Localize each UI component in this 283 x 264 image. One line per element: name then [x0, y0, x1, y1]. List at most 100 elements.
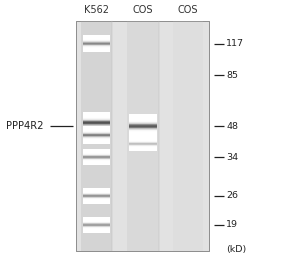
Bar: [83, 156, 110, 157]
Bar: [83, 122, 110, 123]
Bar: [83, 141, 110, 142]
Bar: [83, 201, 110, 202]
Bar: [83, 188, 110, 189]
Text: 34: 34: [226, 153, 239, 162]
Text: 48: 48: [226, 122, 238, 131]
Bar: [128, 116, 157, 117]
Bar: [76, 21, 209, 251]
Bar: [83, 131, 110, 132]
Bar: [173, 21, 203, 251]
Bar: [128, 132, 157, 133]
Bar: [83, 189, 110, 190]
Text: 85: 85: [226, 71, 238, 80]
Bar: [83, 222, 110, 223]
Bar: [81, 21, 112, 251]
Bar: [83, 44, 110, 45]
Bar: [83, 160, 110, 161]
Bar: [83, 153, 110, 154]
Bar: [83, 219, 110, 220]
Bar: [83, 47, 110, 48]
Bar: [83, 220, 110, 221]
Bar: [83, 45, 110, 46]
Bar: [83, 136, 110, 137]
Bar: [128, 124, 157, 125]
Bar: [83, 164, 110, 165]
Text: COS: COS: [133, 4, 153, 15]
Bar: [83, 228, 110, 229]
Bar: [83, 132, 110, 133]
Bar: [83, 46, 110, 47]
Bar: [128, 117, 157, 118]
Bar: [83, 132, 110, 133]
Bar: [83, 128, 110, 129]
Bar: [83, 223, 110, 224]
Bar: [83, 126, 110, 127]
Bar: [128, 118, 157, 119]
Bar: [83, 39, 110, 40]
Bar: [83, 143, 110, 144]
Bar: [128, 123, 157, 124]
Bar: [128, 129, 157, 130]
Bar: [128, 122, 157, 123]
Bar: [83, 191, 110, 192]
Bar: [83, 133, 110, 134]
Text: COS: COS: [178, 4, 198, 15]
Bar: [83, 121, 110, 122]
Bar: [83, 232, 110, 233]
Bar: [83, 112, 110, 113]
Bar: [83, 128, 110, 129]
Bar: [128, 134, 157, 135]
Bar: [128, 120, 157, 121]
Bar: [83, 130, 110, 131]
Bar: [83, 162, 110, 163]
Bar: [83, 230, 110, 231]
Bar: [83, 43, 110, 44]
Bar: [128, 126, 157, 127]
Bar: [76, 21, 209, 251]
Bar: [83, 195, 110, 196]
Bar: [83, 129, 110, 130]
Bar: [83, 135, 110, 136]
Bar: [83, 116, 110, 117]
Bar: [83, 159, 110, 160]
Bar: [128, 130, 157, 131]
Bar: [83, 114, 110, 115]
Bar: [83, 51, 110, 52]
Bar: [83, 192, 110, 193]
Bar: [128, 131, 157, 132]
Bar: [128, 128, 157, 129]
Bar: [83, 203, 110, 204]
Bar: [83, 120, 110, 121]
Bar: [83, 131, 110, 132]
Bar: [83, 49, 110, 50]
Bar: [83, 158, 110, 159]
Bar: [83, 37, 110, 38]
Bar: [83, 218, 110, 219]
Bar: [83, 229, 110, 230]
Bar: [83, 129, 110, 130]
Bar: [83, 149, 110, 150]
Bar: [128, 127, 157, 128]
Bar: [83, 125, 110, 126]
Bar: [83, 138, 110, 139]
Bar: [83, 137, 110, 138]
Bar: [83, 139, 110, 140]
Bar: [83, 38, 110, 39]
Bar: [128, 115, 157, 116]
Bar: [83, 150, 110, 151]
Bar: [83, 42, 110, 43]
Bar: [83, 151, 110, 152]
Bar: [83, 221, 110, 222]
Bar: [83, 152, 110, 153]
Bar: [83, 36, 110, 37]
Bar: [83, 115, 110, 116]
Bar: [83, 41, 110, 42]
Bar: [128, 119, 157, 120]
Bar: [128, 114, 157, 115]
Text: 26: 26: [226, 191, 238, 200]
Text: 117: 117: [226, 39, 245, 48]
Bar: [83, 127, 110, 128]
Bar: [83, 130, 110, 131]
Bar: [83, 199, 110, 200]
Bar: [83, 224, 110, 225]
